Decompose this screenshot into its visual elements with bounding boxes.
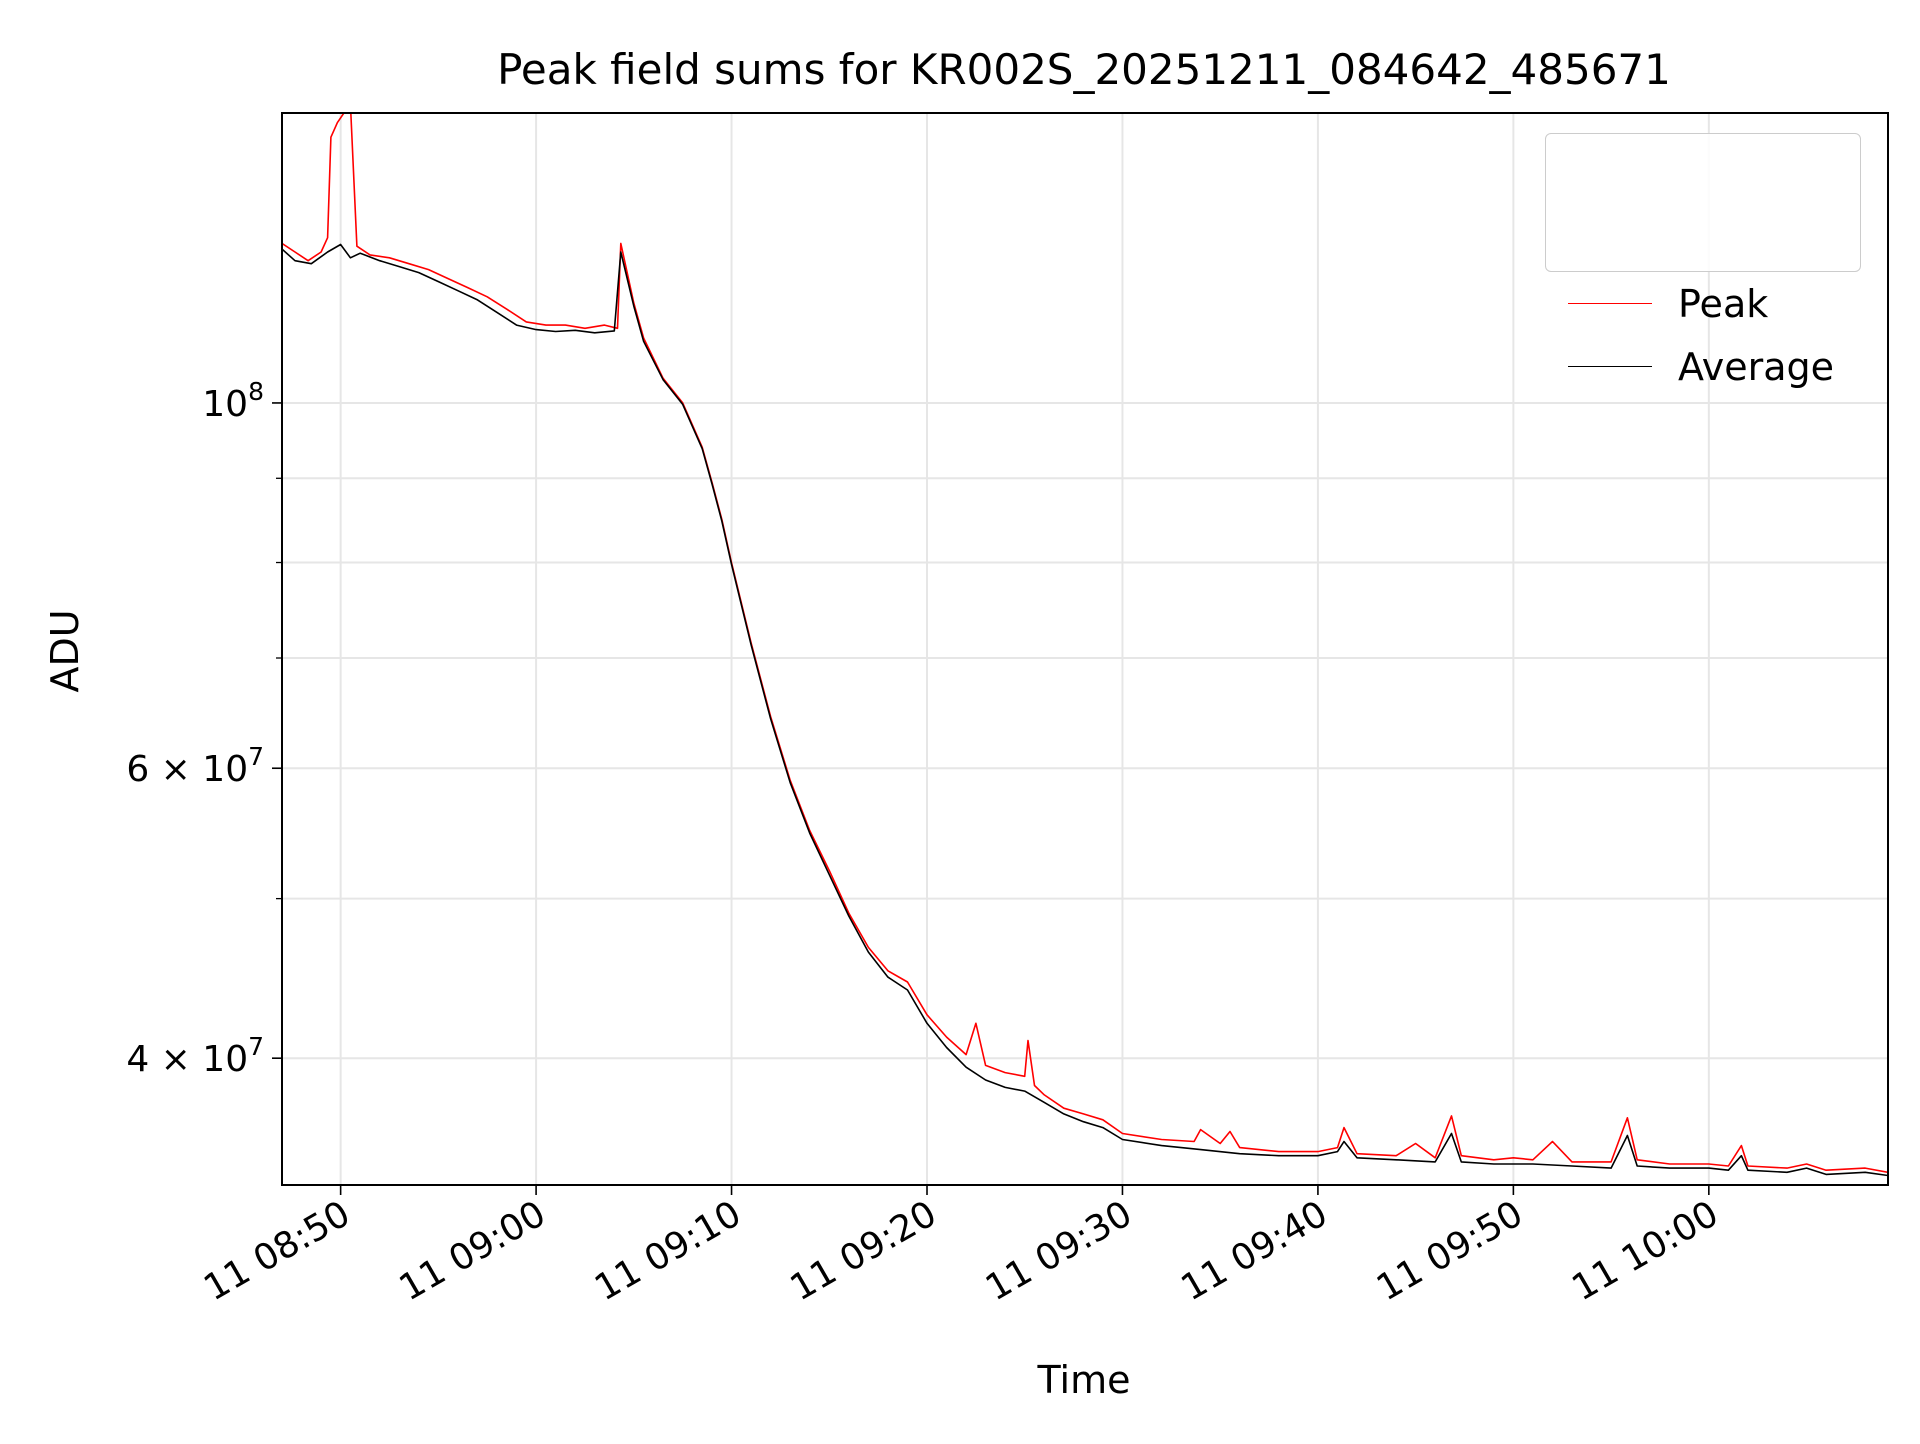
legend: Peak Average <box>1545 133 1861 387</box>
ticks: 108 6 × 107 4 × 107 11 08:50 11 09:00 11 09:1… <box>126 377 1725 1309</box>
y-tick-label: 108 <box>202 377 264 425</box>
y-tick-label: 6 × 107 <box>126 742 264 790</box>
x-tick-label: 11 09:50 <box>1370 1193 1530 1309</box>
legend-line-peak <box>1568 303 1652 304</box>
legend-label-average: Average <box>1678 345 1835 389</box>
x-tick-label: 11 09:30 <box>979 1193 1139 1309</box>
chart-title: Peak field sums for KR002S_20251211_0846… <box>497 45 1671 94</box>
x-axis-label: Time <box>1037 1358 1131 1402</box>
x-tick-label: 11 10:00 <box>1565 1193 1725 1309</box>
series-line-average <box>282 243 1888 1177</box>
plot-frame <box>281 112 1889 1186</box>
y-tick-label: 4 × 107 <box>126 1032 264 1080</box>
legend-item-average: Average <box>1546 347 1860 387</box>
x-tick-label: 11 09:10 <box>588 1193 748 1309</box>
y-axis-label: ADU <box>43 609 87 692</box>
x-tick-label: 11 09:40 <box>1174 1193 1334 1309</box>
legend-line-average <box>1568 366 1652 367</box>
legend-label-peak: Peak <box>1678 282 1769 326</box>
legend-item-peak: Peak <box>1546 284 1860 324</box>
x-tick-label: 11 08:50 <box>197 1193 357 1309</box>
x-tick-label: 11 09:20 <box>784 1193 944 1309</box>
series-line-peak <box>282 113 1888 1174</box>
grid <box>282 113 1888 1185</box>
x-tick-label: 11 09:00 <box>393 1193 553 1309</box>
